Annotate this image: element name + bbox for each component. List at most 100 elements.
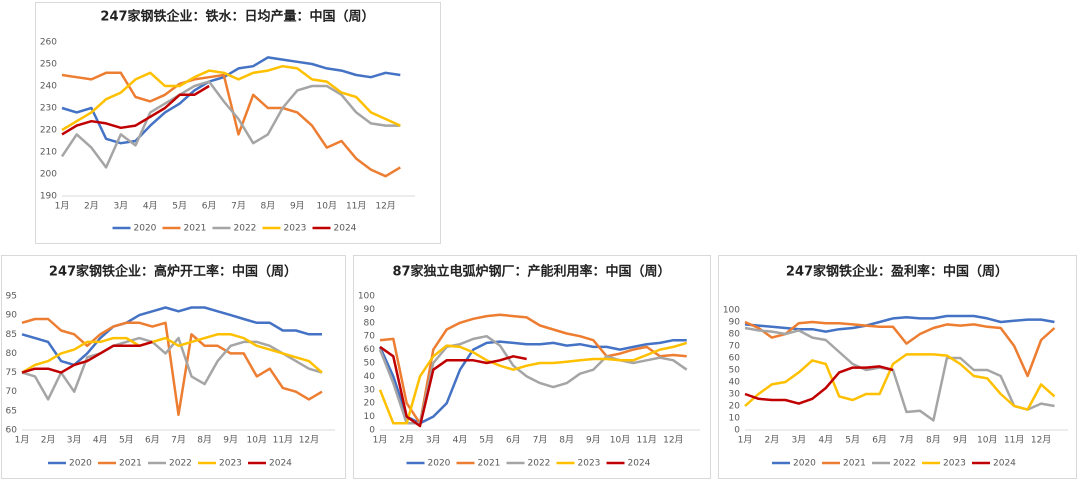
y-tick-label: 10 <box>364 412 376 422</box>
x-tick-label: 7月 <box>231 201 246 212</box>
legend-label: 2024 <box>334 224 357 234</box>
x-tick-label: 3月 <box>113 201 128 212</box>
y-tick-label: 220 <box>40 126 57 136</box>
y-tick-label: 10 <box>729 414 741 424</box>
legend-label: 2020 <box>793 459 816 469</box>
y-tick-label: 50 <box>364 359 376 369</box>
chart-title: 247家钢铁企业：盈利率：中国（周） <box>786 264 1008 280</box>
legend-label: 2023 <box>578 459 601 469</box>
series-line <box>378 338 687 425</box>
x-tick-label: 4月 <box>818 435 833 446</box>
series-line <box>61 84 210 136</box>
series-line <box>744 365 894 405</box>
y-tick-label: 70 <box>6 387 18 397</box>
x-tick-label: 8月 <box>559 435 574 446</box>
series-line <box>21 306 322 367</box>
x-tick-label: 3月 <box>67 435 82 446</box>
series-line <box>378 341 688 425</box>
legend-label: 2021 <box>843 459 866 469</box>
x-tick-label: 7月 <box>899 435 914 446</box>
y-tick-label: 80 <box>729 330 741 340</box>
y-tick-label: 70 <box>729 342 741 352</box>
y-tick-label: 240 <box>40 82 57 92</box>
x-tick-label: 10月 <box>610 435 630 446</box>
legend-label: 2023 <box>284 224 307 234</box>
x-tick-label: 7月 <box>533 435 548 446</box>
x-tick-label: 8月 <box>197 435 212 446</box>
legend-label: 2020 <box>134 224 157 234</box>
y-tick-label: 0 <box>369 426 375 436</box>
x-tick-label: 6月 <box>145 435 160 446</box>
y-tick-label: 90 <box>6 311 18 321</box>
x-tick-label: 1月 <box>15 435 30 446</box>
y-tick-label: 30 <box>729 390 741 400</box>
x-tick-label: 10月 <box>317 201 337 212</box>
legend-label: 2021 <box>119 459 142 469</box>
legend-label: 2022 <box>234 224 257 234</box>
legend-label: 2024 <box>628 459 651 469</box>
series-line <box>61 71 401 178</box>
chart-title: 247家钢铁企业：高炉开工率：中国（周） <box>49 264 297 280</box>
x-tick-label: 4月 <box>453 435 468 446</box>
x-tick-label: 3月 <box>791 435 806 446</box>
x-tick-label: 10月 <box>247 435 267 446</box>
x-tick-label: 8月 <box>261 201 276 212</box>
x-tick-label: 9月 <box>953 435 968 446</box>
legend-label: 2022 <box>893 459 916 469</box>
chart-panel <box>1 255 346 479</box>
y-tick-label: 60 <box>729 354 741 364</box>
y-tick-label: 0 <box>734 426 740 436</box>
x-tick-label: 1月 <box>738 435 753 446</box>
y-tick-label: 80 <box>364 318 376 328</box>
x-tick-label: 12月 <box>299 435 319 446</box>
x-tick-label: 2月 <box>765 435 780 446</box>
legend-label: 2023 <box>943 459 966 469</box>
x-tick-label: 6月 <box>202 201 217 212</box>
y-tick-label: 40 <box>729 378 741 388</box>
x-tick-label: 11月 <box>1004 435 1024 446</box>
y-tick-label: 75 <box>6 368 17 378</box>
series-line <box>61 64 401 132</box>
x-tick-label: 9月 <box>223 435 238 446</box>
y-tick-label: 100 <box>723 306 740 316</box>
legend-label: 2023 <box>219 459 242 469</box>
series-line <box>379 345 527 428</box>
x-tick-label: 2月 <box>84 201 99 212</box>
y-tick-label: 90 <box>364 305 376 315</box>
y-tick-label: 100 <box>358 292 375 302</box>
x-tick-label: 8月 <box>926 435 941 446</box>
series-line <box>21 317 323 416</box>
legend-label: 2022 <box>169 459 192 469</box>
y-tick-label: 90 <box>729 318 741 328</box>
x-tick-label: 5月 <box>172 201 187 212</box>
x-tick-label: 5月 <box>119 435 134 446</box>
series-line <box>744 314 1055 333</box>
y-tick-label: 70 <box>364 332 376 342</box>
legend-label: 2021 <box>184 224 207 234</box>
chart-title: 247家钢铁企业：铁水：日均产量：中国（周） <box>100 9 374 25</box>
x-tick-label: 7月 <box>171 435 186 446</box>
x-tick-label: 3月 <box>426 435 441 446</box>
y-tick-label: 65 <box>6 406 17 416</box>
y-tick-label: 60 <box>364 345 376 355</box>
x-tick-label: 11月 <box>346 201 366 212</box>
x-tick-label: 6月 <box>506 435 521 446</box>
y-tick-label: 60 <box>6 426 18 436</box>
series-line <box>744 353 1056 411</box>
y-tick-label: 230 <box>40 104 57 114</box>
x-tick-label: 4月 <box>143 201 158 212</box>
x-tick-label: 1月 <box>55 201 70 212</box>
legend-label: 2024 <box>269 459 292 469</box>
y-tick-label: 200 <box>40 170 57 180</box>
series-line <box>21 340 153 374</box>
chart-panel <box>353 255 711 479</box>
legend-label: 2024 <box>993 459 1016 469</box>
series-line <box>744 326 1055 422</box>
series-line <box>21 333 323 374</box>
y-tick-label: 20 <box>364 399 376 409</box>
y-tick-label: 210 <box>40 148 57 158</box>
y-tick-label: 30 <box>364 385 376 395</box>
y-tick-label: 190 <box>40 192 57 202</box>
x-tick-label: 2月 <box>399 435 414 446</box>
